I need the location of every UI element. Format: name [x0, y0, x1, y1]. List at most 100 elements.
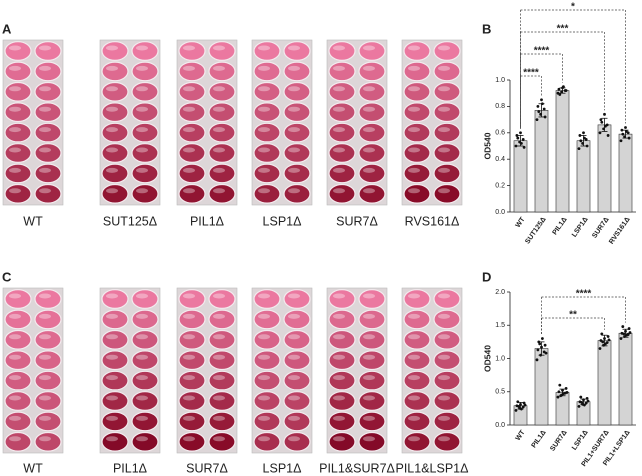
well — [178, 183, 206, 204]
well-highlight — [9, 188, 21, 194]
well — [208, 391, 236, 411]
data-point — [521, 138, 525, 141]
well-highlight — [408, 415, 420, 421]
data-point — [519, 402, 522, 406]
well — [178, 431, 206, 452]
data-point — [581, 141, 584, 145]
well — [433, 370, 461, 391]
data-point — [606, 134, 610, 137]
well — [208, 41, 236, 61]
well-highlight — [258, 415, 270, 421]
data-point — [520, 141, 523, 145]
data-point — [580, 400, 584, 404]
well-highlight — [213, 86, 225, 92]
well-highlight — [258, 106, 270, 112]
strain-label: PIL1&SUR7Δ — [319, 461, 395, 475]
data-point — [621, 325, 625, 328]
data-point — [600, 120, 604, 124]
well — [253, 309, 281, 330]
well-highlight — [9, 375, 21, 381]
data-point — [565, 391, 569, 394]
well — [328, 61, 356, 82]
data-point — [543, 343, 547, 347]
well-highlight — [438, 313, 450, 319]
well — [433, 102, 461, 123]
well — [101, 431, 129, 452]
well-highlight — [106, 147, 118, 153]
x-tick-label: LSP1Δ — [571, 216, 590, 238]
well — [328, 350, 356, 371]
data-point — [624, 329, 627, 333]
well-highlight — [333, 147, 345, 153]
well-highlight — [136, 415, 148, 421]
well — [4, 143, 32, 163]
well-highlight — [288, 167, 300, 173]
strain-label: SUR7Δ — [186, 461, 228, 475]
well-highlight — [9, 65, 21, 71]
well — [403, 370, 431, 391]
well-highlight — [213, 147, 225, 153]
well — [101, 122, 129, 143]
well-highlight — [106, 65, 118, 71]
data-point — [604, 124, 607, 128]
data-point — [535, 358, 539, 362]
well-highlight — [183, 313, 195, 319]
data-point — [519, 131, 522, 135]
well — [358, 289, 386, 309]
x-tick-label: RVS161Δ — [608, 216, 632, 245]
data-point — [538, 342, 542, 346]
well — [4, 183, 32, 204]
well — [101, 41, 129, 61]
bar — [597, 340, 612, 426]
data-point — [624, 126, 627, 129]
well-highlight — [258, 167, 270, 173]
well — [253, 411, 281, 432]
well — [4, 81, 32, 102]
well — [283, 411, 311, 432]
well-highlight — [9, 45, 21, 51]
well — [433, 122, 461, 143]
well — [433, 391, 461, 411]
well-highlight — [288, 188, 300, 194]
data-point — [561, 389, 564, 392]
well — [253, 289, 281, 309]
well — [283, 183, 311, 204]
well-highlight — [438, 86, 450, 92]
well — [101, 350, 129, 371]
data-point — [558, 383, 562, 387]
well — [283, 163, 311, 184]
well — [328, 329, 356, 350]
y-tick-label: 0.2 — [495, 182, 505, 189]
y-axis-label: OD540 — [482, 345, 492, 372]
well-highlight — [438, 415, 450, 421]
well-highlight — [136, 45, 148, 51]
data-point — [579, 395, 583, 399]
well-highlight — [106, 375, 118, 381]
well-highlight — [39, 415, 51, 421]
strain-label: RVS161Δ — [405, 214, 460, 228]
data-point — [603, 337, 606, 340]
data-point — [627, 136, 631, 140]
well — [131, 163, 159, 184]
well — [34, 411, 62, 432]
well-highlight — [9, 395, 21, 401]
panel-label: A — [2, 21, 12, 36]
x-tick-label: SUT125Δ — [524, 216, 547, 245]
well-highlight — [136, 354, 148, 360]
significance-label: **** — [576, 289, 592, 300]
well — [34, 350, 62, 371]
well-highlight — [258, 86, 270, 92]
well-highlight — [136, 147, 148, 153]
well-highlight — [408, 293, 420, 299]
well — [403, 163, 431, 184]
well — [101, 370, 129, 391]
well-highlight — [438, 395, 450, 401]
data-point — [537, 110, 541, 114]
well-highlight — [363, 293, 375, 299]
well — [4, 350, 32, 371]
well-highlight — [39, 65, 51, 71]
well-highlight — [363, 354, 375, 360]
well — [283, 122, 311, 143]
data-point — [564, 387, 568, 390]
well-highlight — [213, 188, 225, 194]
